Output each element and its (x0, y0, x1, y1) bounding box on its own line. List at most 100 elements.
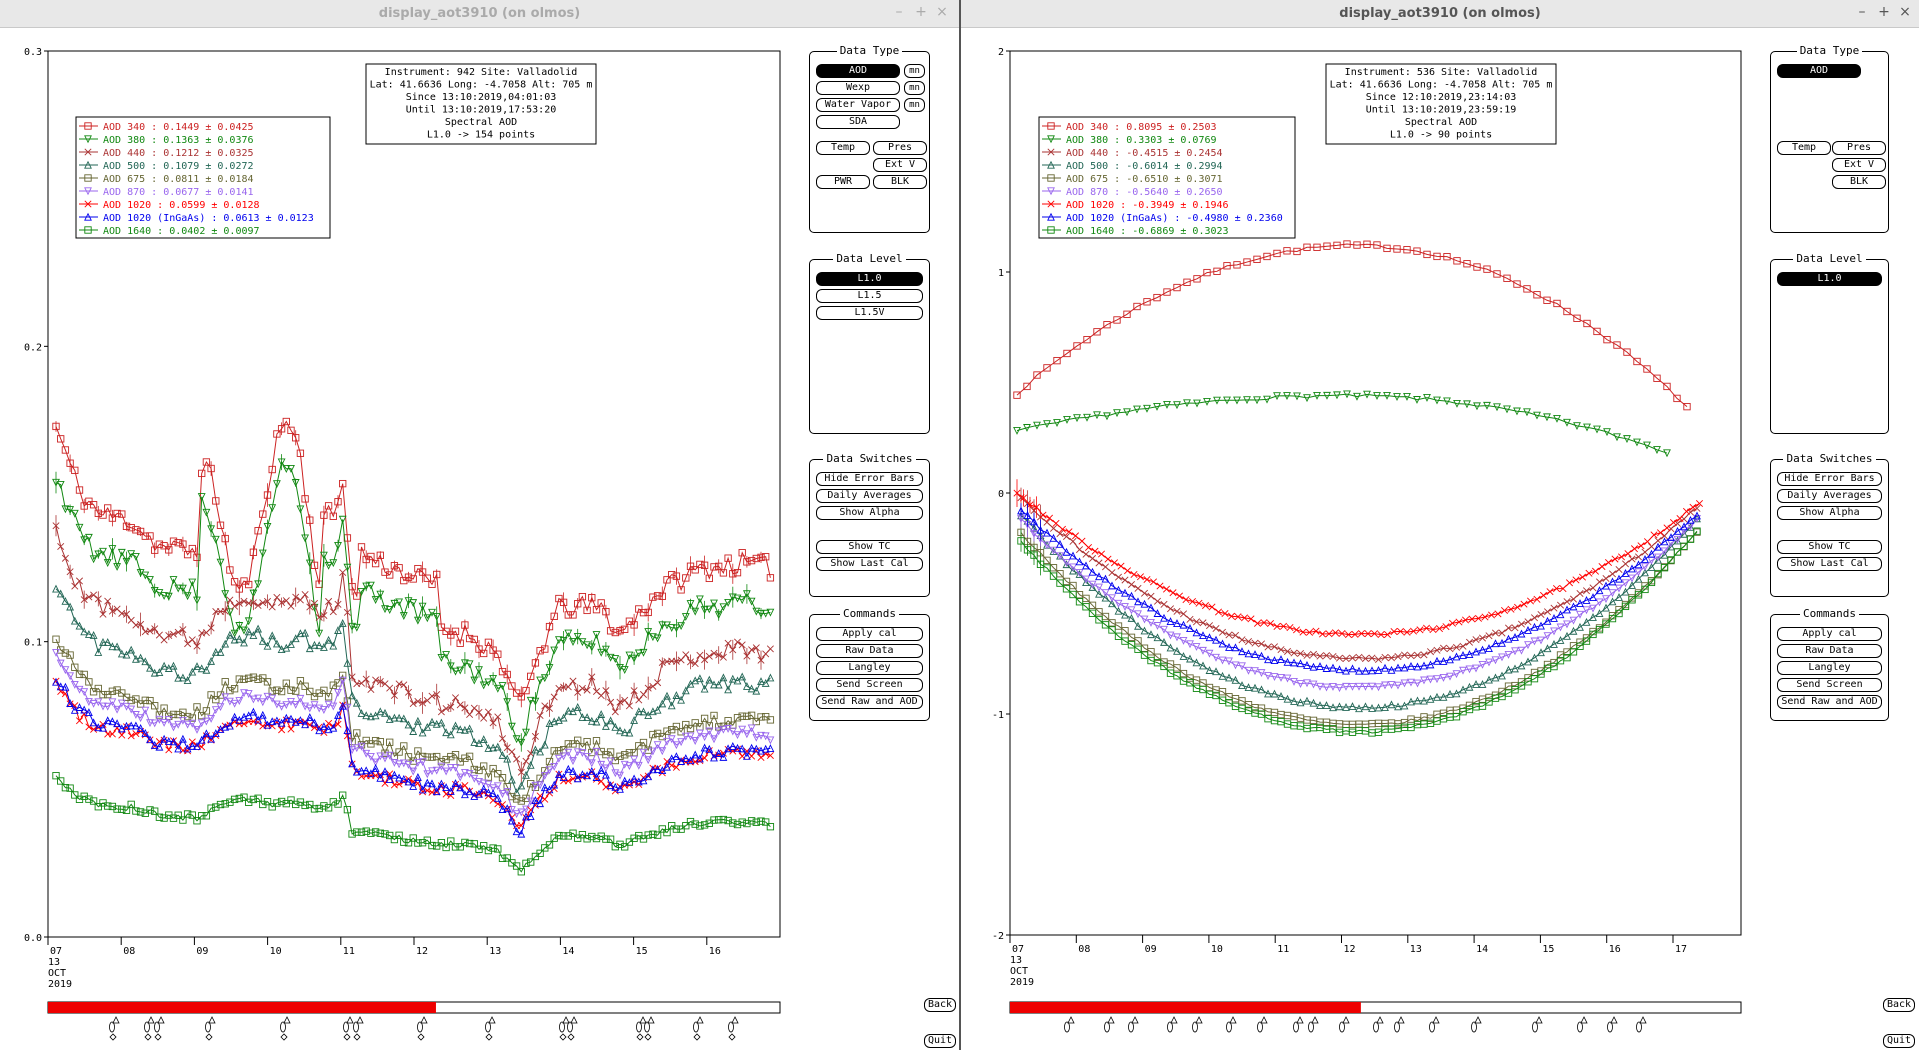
close-icon[interactable]: × (936, 4, 948, 20)
triangle-marker (348, 691, 357, 700)
aod-mn-button[interactable]: mn (904, 64, 925, 78)
square-marker (1069, 590, 1077, 599)
hide-error-bars-button[interactable]: Hide Error Bars (1777, 472, 1882, 486)
show-tc-button[interactable]: Show TC (1777, 540, 1882, 554)
pwr-button[interactable]: PWR (816, 175, 870, 189)
level-l10-button[interactable]: L1.0 (816, 272, 923, 286)
triangle-marker (432, 719, 441, 728)
x-marker (1123, 567, 1132, 575)
maximize-icon[interactable]: + (915, 4, 927, 20)
level-l15v-button[interactable]: L1.5V (816, 306, 923, 320)
left-data-level-panel: Data Level L1.0 L1.5 L1.5V (809, 252, 930, 434)
show-alpha-button[interactable]: Show Alpha (1777, 506, 1882, 520)
x-tick-label: 07 (50, 946, 62, 957)
x-marker (442, 705, 450, 713)
water-vapor-mn-button[interactable]: mn (904, 98, 925, 112)
level-l10-button[interactable]: L1.0 (1777, 272, 1882, 286)
close-icon[interactable]: × (1899, 4, 1911, 20)
triangle-marker (1361, 666, 1370, 675)
back-button[interactable]: Back (924, 998, 956, 1012)
water-vapor-button[interactable]: Water Vapor (816, 98, 900, 112)
inverted-triangle-marker (658, 621, 667, 630)
x-marker (574, 688, 582, 696)
square-marker (165, 546, 173, 554)
inverted-triangle-marker (244, 690, 253, 699)
send-screen-button[interactable]: Send Screen (1777, 678, 1882, 692)
inverted-triangle-marker (757, 609, 765, 618)
quit-button[interactable]: Quit (924, 1034, 956, 1048)
raw-data-button[interactable]: Raw Data (816, 644, 923, 658)
right-titlebar[interactable]: display_aot3910 (on olmos) – + × (961, 0, 1919, 28)
square-marker (621, 843, 629, 851)
show-tc-button[interactable]: Show TC (816, 540, 923, 554)
date-label: 2019 (48, 979, 72, 990)
maximize-icon[interactable]: + (1878, 4, 1890, 20)
right-data-type-panel: Data Type AOD Temp Pres Ext V BLK (1770, 44, 1889, 233)
level-l15-button[interactable]: L1.5 (816, 289, 923, 303)
show-last-cal-button[interactable]: Show Last Cal (816, 557, 923, 571)
show-last-cal-button[interactable]: Show Last Cal (1777, 557, 1882, 571)
measure-marker-icon (693, 1021, 699, 1033)
hide-error-bars-button[interactable]: Hide Error Bars (816, 472, 923, 486)
pres-button[interactable]: Pres (873, 141, 927, 155)
ext-v-button[interactable]: Ext V (1832, 158, 1886, 172)
square-marker (747, 711, 756, 719)
square-marker (1513, 280, 1521, 288)
minimize-icon[interactable]: – (895, 4, 903, 20)
x-marker (1270, 643, 1279, 651)
inverted-triangle-marker (1537, 636, 1545, 645)
left-titlebar[interactable]: display_aot3910 (on olmos) – + × (0, 0, 959, 28)
inverted-triangle-marker (1083, 413, 1091, 422)
blk-button[interactable]: BLK (873, 175, 927, 189)
show-alpha-button[interactable]: Show Alpha (816, 506, 923, 520)
triangle-marker (287, 640, 295, 648)
x-marker (564, 683, 572, 691)
wexp-mn-button[interactable]: mn (904, 81, 925, 95)
triangle-marker (1524, 625, 1532, 634)
square-marker (301, 495, 309, 503)
daily-averages-button[interactable]: Daily Averages (816, 489, 923, 503)
square-marker (517, 797, 525, 805)
square-marker (61, 784, 70, 792)
triangle-marker (169, 737, 178, 746)
pres-button[interactable]: Pres (1832, 141, 1886, 155)
send-screen-button[interactable]: Send Screen (816, 678, 923, 692)
apply-cal-button[interactable]: Apply cal (816, 627, 923, 641)
temp-button[interactable]: Temp (1777, 141, 1831, 155)
daily-averages-button[interactable]: Daily Averages (1777, 489, 1882, 503)
raw-data-button[interactable]: Raw Data (1777, 644, 1882, 658)
square-marker (677, 586, 685, 594)
sda-button[interactable]: SDA (816, 115, 900, 129)
minimize-icon[interactable]: – (1858, 4, 1866, 20)
square-marker (381, 830, 389, 838)
x-marker (1452, 643, 1461, 651)
x-tick-label: 15 (1542, 944, 1554, 955)
data-series (1013, 479, 1704, 639)
temp-button[interactable]: Temp (816, 141, 870, 155)
square-marker (94, 684, 102, 693)
square-marker (1393, 245, 1401, 253)
triangle-marker (66, 699, 75, 707)
x-marker (1589, 584, 1597, 592)
triangle-marker (1478, 645, 1487, 654)
inverted-triangle-marker (1613, 433, 1621, 442)
inverted-triangle-marker (1593, 425, 1601, 434)
aod-button[interactable]: AOD (1777, 64, 1861, 78)
send-raw-aod-button[interactable]: Send Raw and AOD (1777, 695, 1882, 709)
square-marker (1056, 579, 1064, 587)
wexp-button[interactable]: Wexp (816, 81, 900, 95)
ext-v-button[interactable]: Ext V (873, 158, 927, 172)
quit-button[interactable]: Quit (1883, 1034, 1915, 1048)
x-marker (52, 522, 60, 530)
aod-button[interactable]: AOD (816, 64, 900, 78)
back-button[interactable]: Back (1883, 998, 1915, 1012)
square-marker (1023, 546, 1032, 554)
x-tick-label: 13 (1410, 944, 1422, 955)
square-marker (212, 497, 220, 505)
langley-button[interactable]: Langley (1777, 661, 1882, 675)
apply-cal-button[interactable]: Apply cal (1777, 627, 1882, 641)
send-raw-aod-button[interactable]: Send Raw and AOD (816, 695, 923, 709)
langley-button[interactable]: Langley (816, 661, 923, 675)
blk-button[interactable]: BLK (1832, 175, 1886, 189)
square-marker (1082, 603, 1090, 611)
